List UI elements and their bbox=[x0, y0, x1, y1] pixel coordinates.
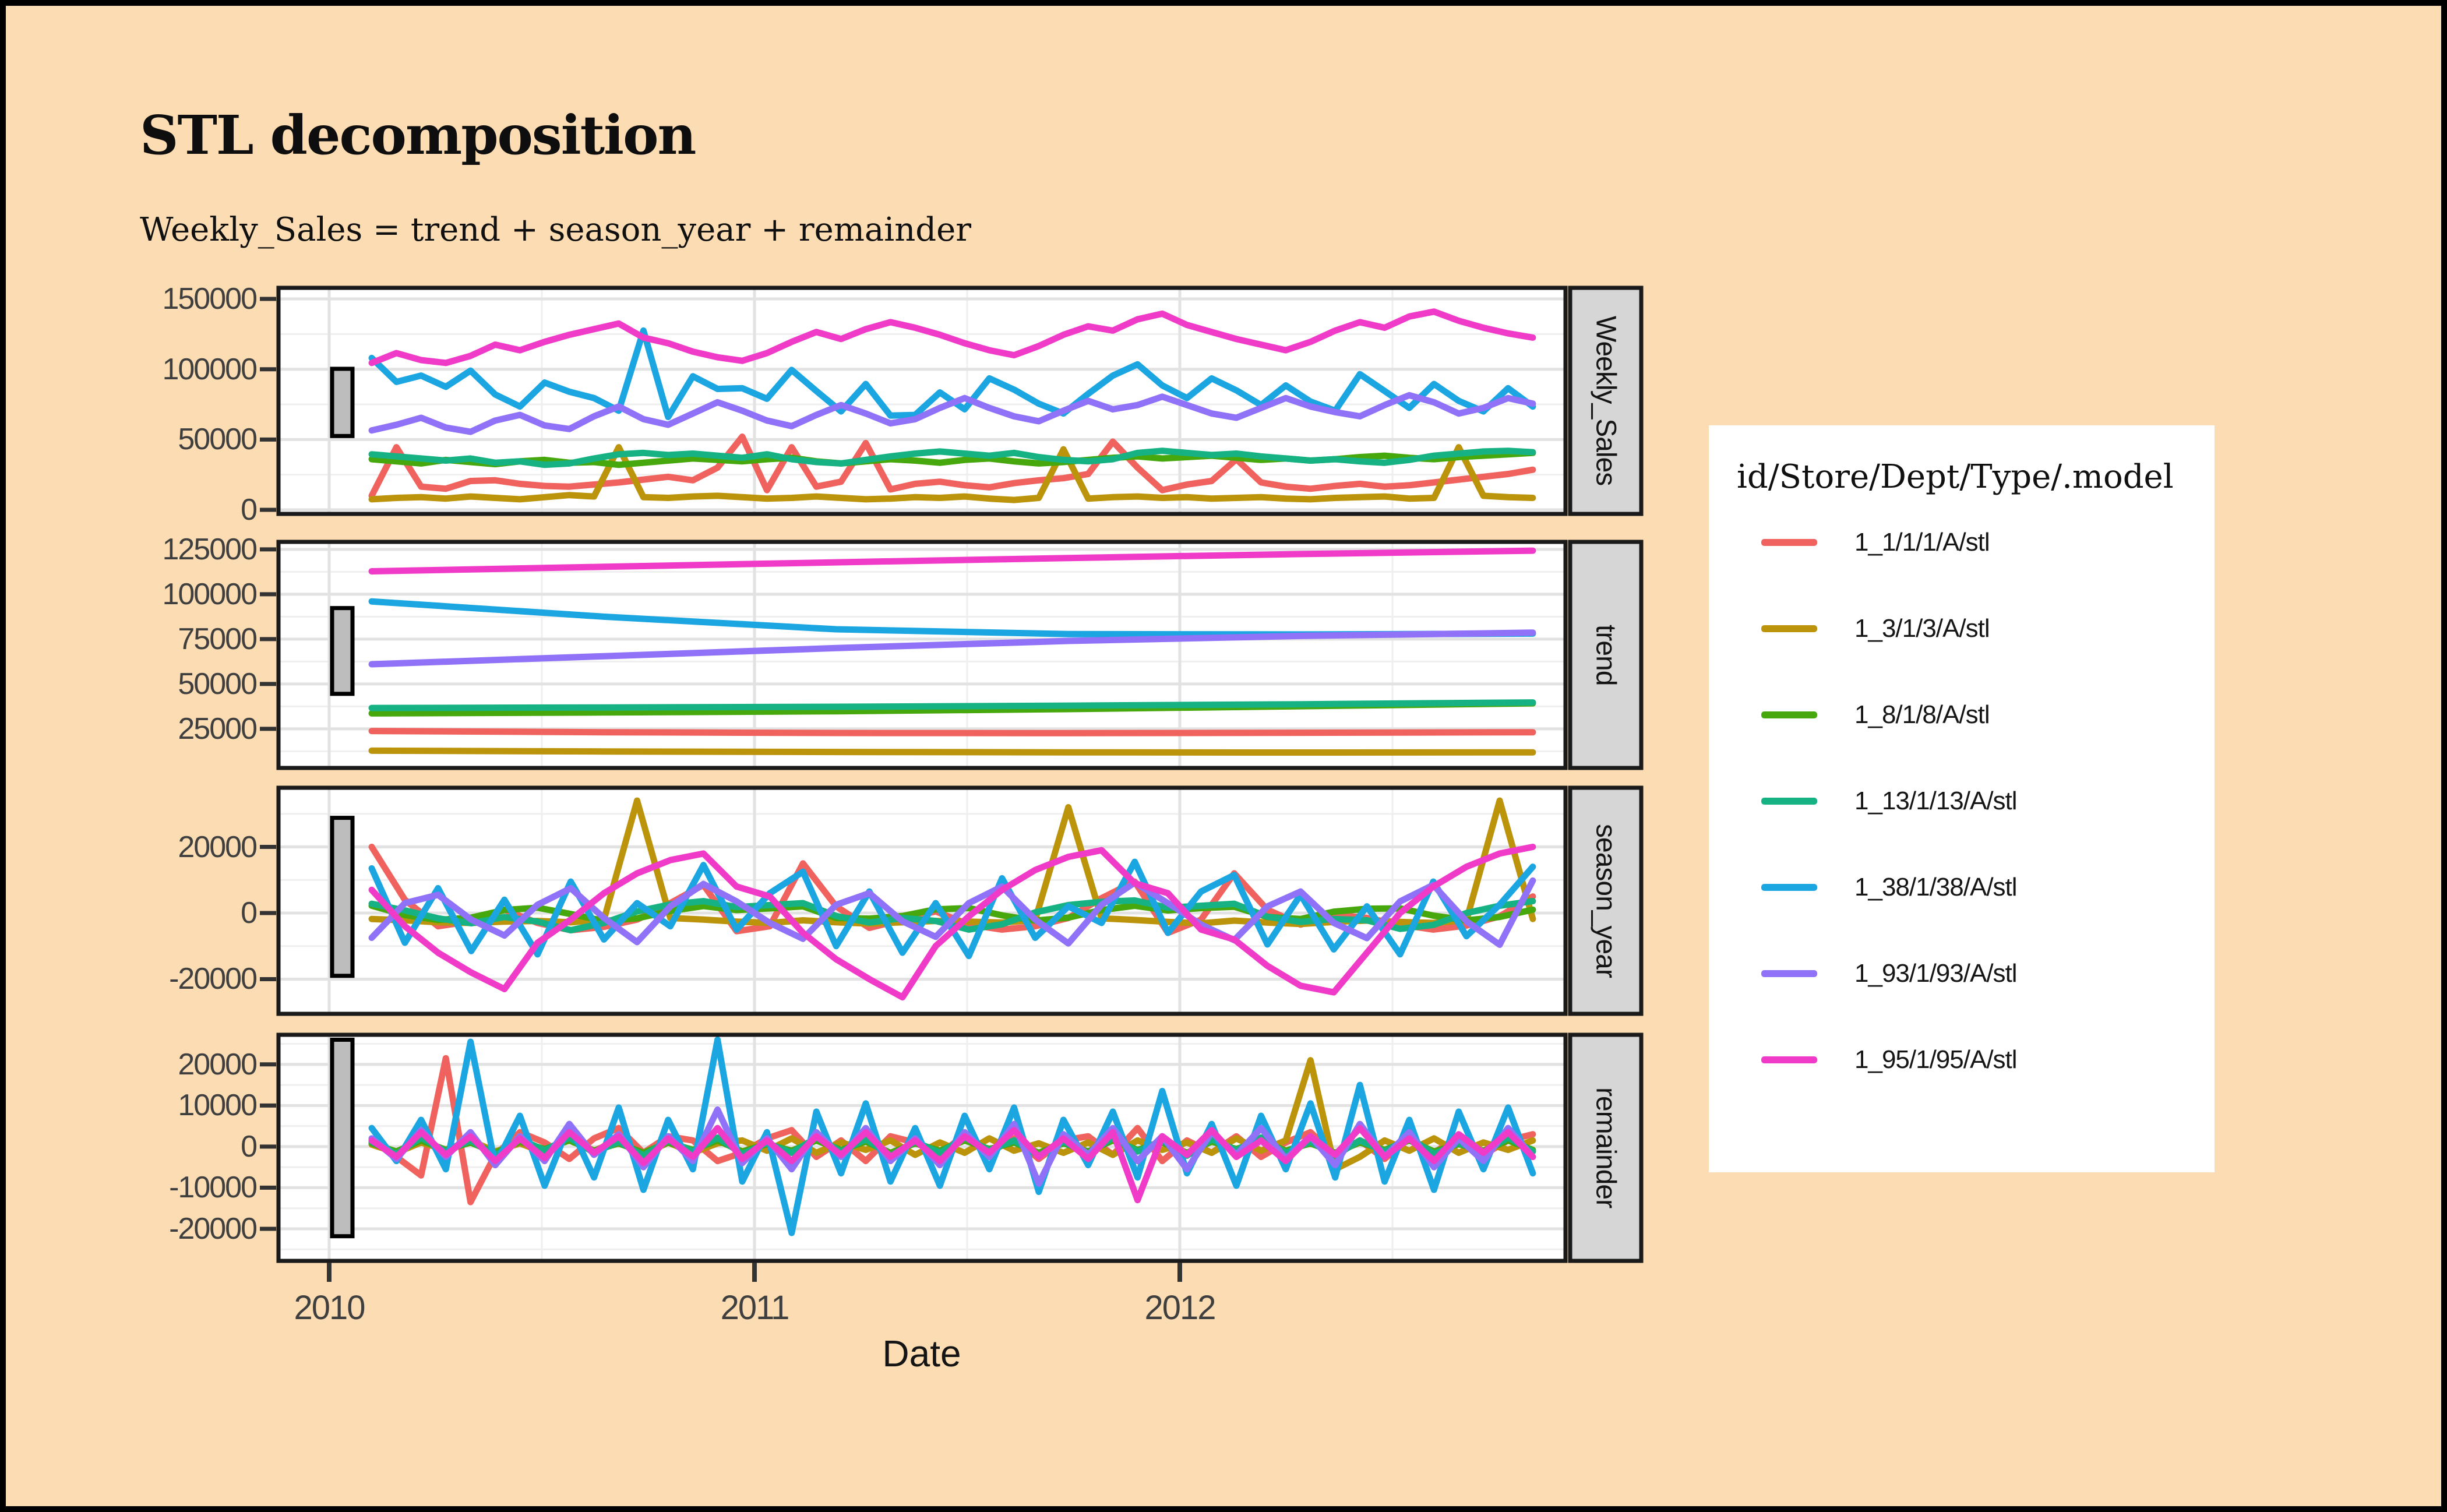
legend-item: 1_13/1/13/A/stl bbox=[1761, 780, 2018, 823]
scale-bar-trend bbox=[330, 606, 355, 696]
facet-strip-Weekly_Sales bbox=[1568, 286, 1644, 516]
legend-item: 1_93/1/93/A/stl bbox=[1761, 952, 2018, 995]
series-line-1_93/1/93/A/stl bbox=[368, 392, 1536, 435]
series-line-1_13/1/13/A/stl bbox=[368, 699, 1536, 711]
legend: id/Store/Dept/Type/.model 1_1/1/1/A/stl 1… bbox=[1709, 425, 2215, 1172]
panel-border-trend bbox=[276, 540, 1568, 770]
series-line-1_13/1/13/A/stl bbox=[368, 447, 1536, 468]
legend-item: 1_8/1/8/A/stl bbox=[1761, 693, 1990, 736]
legend-item: 1_95/1/95/A/stl bbox=[1761, 1038, 2018, 1081]
legend-item-label: 1_93/1/93/A/stl bbox=[1854, 959, 2018, 988]
series-line-1_3/1/3/A/stl bbox=[368, 747, 1536, 756]
series-line-1_95/1/95/A/stl bbox=[368, 1125, 1536, 1204]
series-line-1_3/1/3/A/stl bbox=[368, 444, 1536, 503]
legend-item: 1_3/1/3/A/stl bbox=[1761, 607, 1990, 650]
legend-key-line bbox=[1761, 625, 1817, 632]
legend-item-label: 1_95/1/95/A/stl bbox=[1854, 1045, 2018, 1074]
legend-key-line bbox=[1761, 711, 1817, 718]
legend-item-label: 1_13/1/13/A/stl bbox=[1854, 787, 2018, 815]
scale-bar-season_year bbox=[330, 816, 355, 978]
legend-item-label: 1_38/1/38/A/stl bbox=[1854, 873, 2018, 901]
series-line-1_93/1/93/A/stl bbox=[368, 877, 1536, 948]
scale-bar-remainder bbox=[330, 1037, 355, 1239]
facet-strip-season_year bbox=[1568, 785, 1644, 1016]
panel-border-Weekly_Sales bbox=[276, 286, 1568, 516]
series-line-1_8/1/8/A/stl bbox=[368, 903, 1536, 925]
series-line-1_1/1/1/A/stl bbox=[368, 433, 1536, 499]
series-line-1_95/1/95/A/stl bbox=[368, 547, 1536, 575]
legend-key-line bbox=[1761, 1056, 1817, 1063]
series-line-1_95/1/95/A/stl bbox=[368, 844, 1536, 1001]
series-line-1_1/1/1/A/stl bbox=[368, 728, 1536, 736]
legend-item: 1_1/1/1/A/stl bbox=[1761, 521, 1990, 564]
legend-item-label: 1_8/1/8/A/stl bbox=[1854, 700, 1990, 729]
legend-key-line bbox=[1761, 798, 1817, 805]
legend-item-label: 1_3/1/3/A/stl bbox=[1854, 614, 1990, 643]
legend-key-line bbox=[1761, 970, 1817, 977]
panel-border-remainder bbox=[276, 1032, 1568, 1263]
facet-strip-remainder bbox=[1568, 1032, 1644, 1263]
series-line-1_93/1/93/A/stl bbox=[368, 629, 1536, 668]
legend-title: id/Store/Dept/Type/.model bbox=[1737, 458, 2174, 496]
panel-border-season_year bbox=[276, 785, 1568, 1016]
series-line-1_95/1/95/A/stl bbox=[368, 308, 1536, 366]
scale-bar-Weekly_Sales bbox=[330, 366, 355, 438]
facet-strip-trend bbox=[1568, 540, 1644, 770]
legend-key-line bbox=[1761, 539, 1817, 546]
legend-key-line bbox=[1761, 884, 1817, 891]
legend-item-label: 1_1/1/1/A/stl bbox=[1854, 528, 1990, 556]
legend-item: 1_38/1/38/A/stl bbox=[1761, 866, 2018, 909]
